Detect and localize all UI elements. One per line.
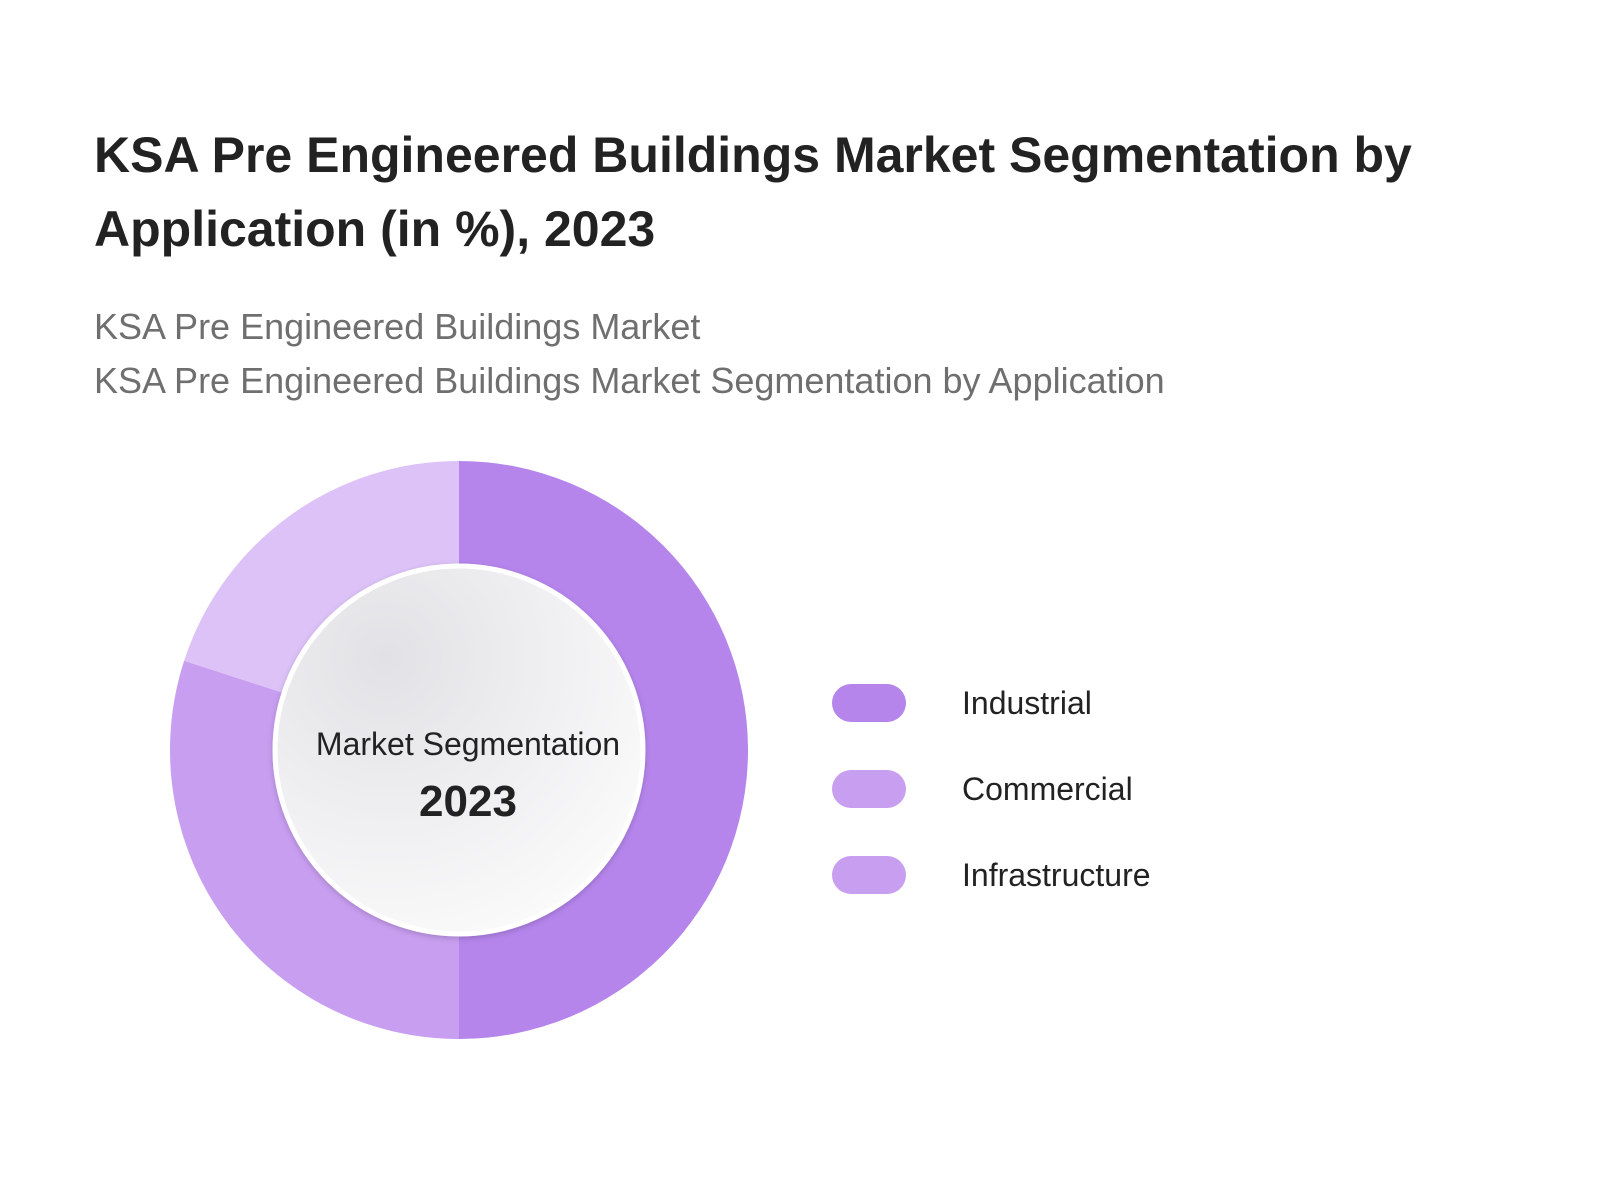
legend-item-infrastructure: Infrastructure — [832, 832, 1151, 918]
legend-item-industrial: Industrial — [832, 660, 1151, 746]
legend-item-commercial: Commercial — [832, 746, 1151, 832]
subtitle-line-2: KSA Pre Engineered Buildings Market Segm… — [94, 360, 1165, 401]
legend-label-commercial: Commercial — [962, 770, 1133, 807]
chart-title: KSA Pre Engineered Buildings Market Segm… — [94, 127, 1412, 257]
subtitle-line-1: KSA Pre Engineered Buildings Market — [94, 306, 701, 347]
donut-center-label: Market Segmentation 2023 — [282, 590, 654, 962]
center-caption: Market Segmentation — [315, 725, 621, 762]
legend-label-industrial: Industrial — [962, 684, 1092, 721]
chart-legend: Industrial Commercial Infrastructure — [832, 660, 1151, 918]
legend-label-infrastructure: Infrastructure — [962, 856, 1151, 893]
donut-chart — [169, 461, 748, 1039]
legend-swatch-industrial — [832, 684, 906, 722]
center-year: 2023 — [419, 776, 517, 826]
donut-slice-infrastructure — [184, 461, 460, 704]
legend-swatch-infrastructure — [832, 856, 906, 894]
donut-center-disc — [272, 563, 646, 937]
legend-swatch-commercial — [832, 770, 906, 808]
chart-subtitle: KSA Pre Engineered Buildings Market KSA … — [94, 300, 1165, 408]
